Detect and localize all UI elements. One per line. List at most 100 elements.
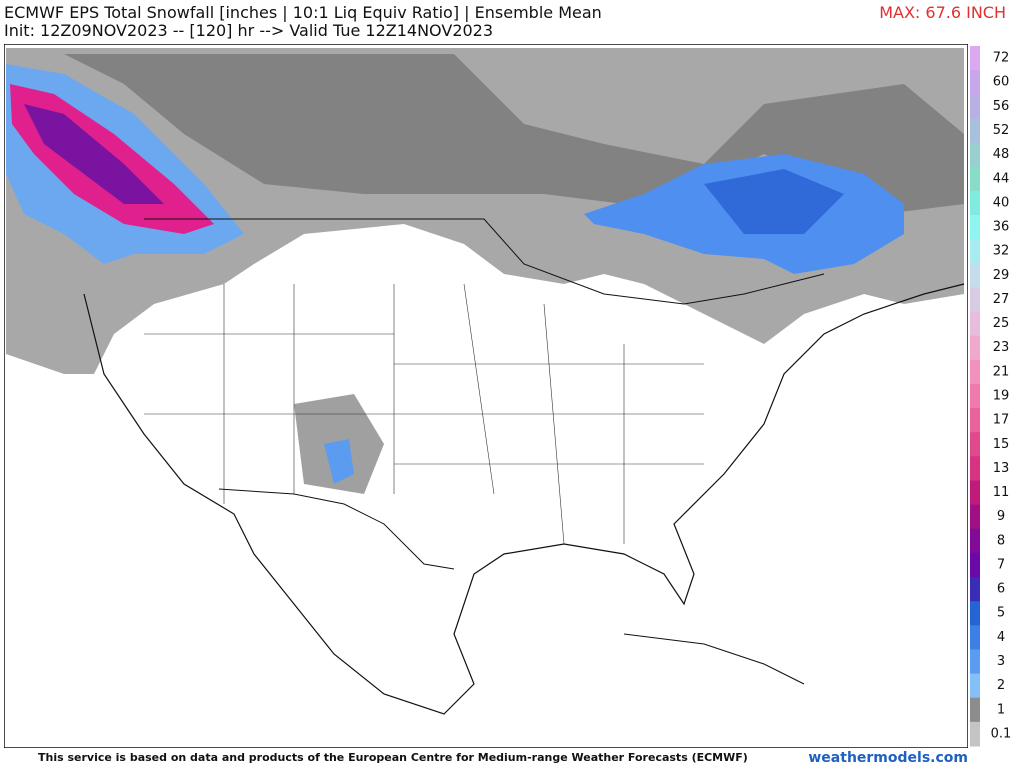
colorbar-swatch <box>970 697 980 723</box>
border-us-canada <box>144 218 825 305</box>
site-name[interactable]: weathermodels.com <box>808 750 968 766</box>
colorbar-band <box>980 311 1022 337</box>
snow-purple <box>24 104 164 204</box>
map <box>4 44 968 748</box>
snow-dark <box>64 54 964 214</box>
colorbar-swatch <box>970 480 980 506</box>
colorbar-band <box>980 456 1022 481</box>
colorbar-band <box>980 528 1022 554</box>
colorbar-label: 56 <box>993 99 1010 114</box>
colorbar-label: 48 <box>993 147 1010 162</box>
colorbar-label: 32 <box>993 244 1010 259</box>
colorbar-swatch <box>970 577 980 602</box>
colorbar-band <box>980 142 1022 168</box>
colorbar-label: 3 <box>997 654 1005 669</box>
colorbar-swatch <box>970 456 980 481</box>
colorbar-label: 15 <box>993 437 1010 452</box>
colorbar-swatch <box>970 311 980 337</box>
colorbar-band <box>980 577 1022 602</box>
colorbar-swatch <box>970 721 980 747</box>
colorbar-swatch <box>970 118 980 144</box>
colorbar-label: 29 <box>993 268 1010 283</box>
colorbar-band <box>980 552 1022 578</box>
colorbar-band <box>980 166 1022 192</box>
colorbar-swatch <box>970 528 980 554</box>
colorbar-label: 6 <box>997 582 1005 597</box>
colorbar-label: 5 <box>997 606 1005 621</box>
colorbar-swatch <box>970 142 980 168</box>
colorbar-swatch <box>970 649 980 675</box>
colorbar-band <box>980 673 1022 699</box>
colorbar-label: 40 <box>993 195 1010 210</box>
colorbar-label: 72 <box>993 51 1010 66</box>
colorbar-band <box>980 214 1022 240</box>
cuba <box>623 633 805 685</box>
colorbar-band <box>980 263 1022 288</box>
colorbar-label: 21 <box>993 364 1010 379</box>
colorbar-label: 60 <box>993 75 1010 90</box>
colorbar-label: 13 <box>993 461 1010 476</box>
colorbar-band <box>980 432 1022 457</box>
colorbar-swatch <box>970 287 980 313</box>
colorbar-band <box>980 287 1022 313</box>
colorbar-band <box>980 359 1022 385</box>
colorbar-swatch <box>970 383 980 409</box>
colorbar-label: 9 <box>997 509 1005 524</box>
colorbar-label: 27 <box>993 292 1010 307</box>
colorbar-label: 44 <box>993 171 1010 186</box>
colorbar-label: 4 <box>997 630 1005 645</box>
colorbar-swatch <box>970 601 980 626</box>
colorbar-band <box>980 480 1022 506</box>
colorbar-swatch <box>970 94 980 119</box>
colorbar-swatch <box>970 263 980 288</box>
colorbar-swatch <box>970 432 980 457</box>
colorbar-band <box>980 46 1022 71</box>
colorbar-swatch <box>970 673 980 699</box>
colorbar-band <box>980 697 1022 723</box>
colorbar-label: 0.1 <box>991 726 1012 741</box>
colorbar-swatch <box>970 504 980 530</box>
colorbar-band <box>980 601 1022 626</box>
colorbar-band <box>980 239 1022 264</box>
colorbar-swatch <box>970 625 980 650</box>
colorbar-swatch <box>970 359 980 385</box>
colorbar-label: 8 <box>997 533 1005 548</box>
colorbar-band <box>980 190 1022 216</box>
colorbar-label: 11 <box>993 485 1010 500</box>
title: ECMWF EPS Total Snowfall [inches | 10:1 … <box>4 3 602 22</box>
colorbar-band <box>980 504 1022 530</box>
colorbar-swatch <box>970 190 980 216</box>
colorbar-label: 36 <box>993 220 1010 235</box>
colorbar: 7260565248444036322927252321191715131198… <box>970 46 1022 747</box>
colorbar-swatch <box>970 408 980 433</box>
snow-blue-dark <box>704 169 844 234</box>
colorbar-band <box>980 70 1022 95</box>
colorbar-swatch <box>970 166 980 192</box>
colorbar-label: 25 <box>993 316 1010 331</box>
colorbar-band <box>980 649 1022 675</box>
colorbar-label: 7 <box>997 557 1005 572</box>
colorbar-swatch <box>970 239 980 264</box>
colorbar-swatch <box>970 335 980 361</box>
subtitle: Init: 12Z09NOV2023 -- [120] hr --> Valid… <box>4 21 494 40</box>
colorbar-band <box>980 383 1022 409</box>
colorbar-band <box>980 94 1022 119</box>
colorbar-swatch <box>970 214 980 240</box>
colorbar-band <box>980 721 1022 747</box>
colorbar-swatch <box>970 70 980 95</box>
snow-southwest-blue <box>324 439 354 484</box>
colorbar-band <box>980 625 1022 650</box>
colorbar-label: 23 <box>993 340 1010 355</box>
colorbar-label: 1 <box>997 702 1005 717</box>
colorbar-label: 19 <box>993 389 1010 404</box>
colorbar-label: 17 <box>993 413 1010 428</box>
colorbar-label: 52 <box>993 123 1010 138</box>
coastline <box>83 283 965 715</box>
colorbar-band <box>980 335 1022 361</box>
max-label: MAX: 67.6 INCH <box>879 3 1006 22</box>
colorbar-swatch <box>970 46 980 71</box>
state-lines <box>144 283 704 545</box>
footer-disclaimer: This service is based on data and produc… <box>38 751 748 764</box>
colorbar-band <box>980 408 1022 433</box>
colorbar-swatch <box>970 552 980 578</box>
